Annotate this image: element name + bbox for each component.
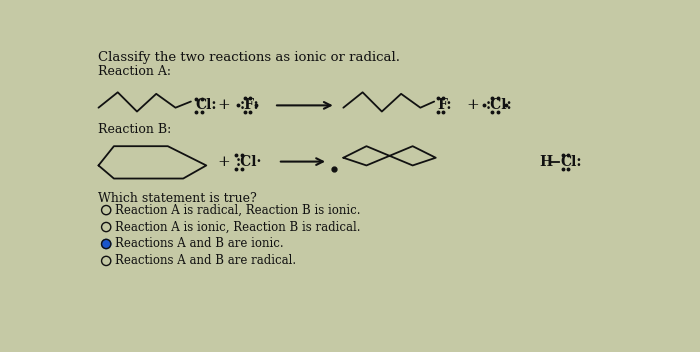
Text: Which statement is true?: Which statement is true? [99, 193, 257, 205]
Text: :Cl·: :Cl· [235, 155, 262, 169]
Text: Reactions A and B are radical.: Reactions A and B are radical. [116, 254, 297, 268]
Text: Reaction B:: Reaction B: [99, 123, 172, 136]
Text: Cl:: Cl: [561, 155, 582, 169]
Text: Reaction A is radical, Reaction B is ionic.: Reaction A is radical, Reaction B is ion… [116, 203, 361, 216]
Text: H: H [540, 155, 553, 169]
Text: F:: F: [438, 98, 452, 112]
Text: +: + [218, 155, 230, 169]
Text: :F:: :F: [239, 98, 259, 112]
Text: Cl:: Cl: [195, 98, 217, 112]
Circle shape [102, 256, 111, 265]
Circle shape [102, 206, 111, 215]
Circle shape [102, 222, 111, 232]
Circle shape [102, 239, 111, 249]
Text: Classify the two reactions as ionic or radical.: Classify the two reactions as ionic or r… [99, 51, 400, 64]
Text: :Cl:: :Cl: [486, 98, 512, 112]
Text: Reaction A:: Reaction A: [99, 65, 172, 78]
Text: +: + [466, 98, 479, 112]
Text: +: + [218, 98, 230, 112]
Text: Reactions A and B are ionic.: Reactions A and B are ionic. [116, 238, 284, 251]
Text: Reaction A is ionic, Reaction B is radical.: Reaction A is ionic, Reaction B is radic… [116, 221, 361, 233]
